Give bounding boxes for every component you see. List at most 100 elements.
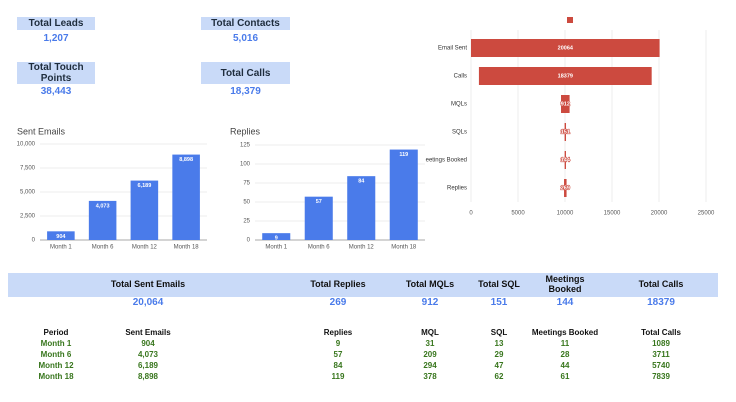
bar <box>88 200 117 240</box>
summary-label: Meetings Booked <box>545 274 585 294</box>
summary-value: 18379 <box>647 297 675 308</box>
y-tick-label: 5,000 <box>20 190 36 196</box>
y-tick-label: SQLs <box>452 130 467 136</box>
y-tick-label: Email Sent <box>438 46 467 52</box>
y-tick-label: eetings Booked <box>426 158 467 164</box>
bar <box>347 176 376 240</box>
table-cell: 4,073 <box>137 350 159 359</box>
bar <box>304 196 333 240</box>
table-cell: 57 <box>333 350 343 359</box>
value-label: 4,073 <box>96 203 110 209</box>
x-tick-label: Month 6 <box>308 245 330 251</box>
table-cell: Month 6 <box>40 350 72 359</box>
value-label: 8,898 <box>179 157 193 163</box>
x-tick-label: Month 12 <box>132 245 158 251</box>
value-label: 84 <box>358 179 365 185</box>
bar <box>47 231 75 240</box>
x-tick-label: 20000 <box>651 211 668 217</box>
x-tick-label: Month 18 <box>391 245 417 251</box>
bar <box>130 180 159 240</box>
y-tick-label: 2,500 <box>20 214 36 220</box>
value-label: 6,189 <box>137 183 151 189</box>
kpi-label: Total Touch Points <box>17 62 95 84</box>
table-cell: 294 <box>423 361 437 370</box>
y-tick-label: MQLs <box>451 102 467 108</box>
chart-title: Replies <box>230 126 261 136</box>
value-label: 904 <box>56 234 66 240</box>
summary-label: Total Sent Emails <box>110 279 186 290</box>
table-header: Total Calls <box>641 328 681 337</box>
y-tick-label: 125 <box>240 143 251 149</box>
table-cell: 378 <box>423 372 437 381</box>
summary-value: 912 <box>421 297 439 308</box>
x-tick-label: 25000 <box>698 211 715 217</box>
kpi-label: Total Calls <box>201 62 290 84</box>
value-label: 18379 <box>558 73 573 79</box>
kpi-label: Total Contacts <box>201 17 290 30</box>
table-header: SQL <box>490 328 508 337</box>
bar <box>389 149 418 240</box>
summary-value: 151 <box>490 297 508 308</box>
table-cell: 29 <box>494 350 504 359</box>
y-tick-label: 25 <box>243 219 250 225</box>
value-label: 151 <box>561 129 570 135</box>
value-label: 57 <box>316 199 322 205</box>
table-header: Meetings Booked <box>531 328 599 337</box>
y-tick-label: 100 <box>240 162 251 168</box>
kpi-value: 5,016 <box>232 33 259 44</box>
table-header: Replies <box>323 328 353 337</box>
y-tick-label: 50 <box>243 200 250 206</box>
table-header: Sent Emails <box>125 328 171 337</box>
y-tick-label: 0 <box>32 238 36 244</box>
kpi-value: 38,443 <box>40 86 72 97</box>
table-cell: 8,898 <box>137 372 159 381</box>
summary-label: Total Replies <box>310 279 366 290</box>
bar <box>262 233 291 240</box>
kpi-label: Total Leads <box>17 17 95 30</box>
value-label: 269 <box>561 185 570 191</box>
table-cell: 44 <box>560 361 570 370</box>
table-cell: Month 18 <box>38 372 74 381</box>
kpi-value: 18,379 <box>230 86 261 97</box>
table-cell: 62 <box>494 372 504 381</box>
table-cell: 84 <box>333 361 343 370</box>
table-cell: 119 <box>331 372 345 381</box>
funnel-bar <box>564 151 566 169</box>
table-cell: 3711 <box>652 350 670 359</box>
y-tick-label: 0 <box>247 238 251 244</box>
table-cell: 7839 <box>652 372 670 381</box>
table-cell: Month 1 <box>40 339 72 348</box>
summary-value: 269 <box>329 297 347 308</box>
table-cell: 13 <box>494 339 504 348</box>
value-label: 20064 <box>558 45 574 51</box>
y-tick-label: 7,500 <box>20 166 36 172</box>
summary-band <box>8 273 718 297</box>
funnel-bar <box>561 95 570 113</box>
table-cell: 904 <box>141 339 155 348</box>
summary-label: Total Calls <box>638 279 684 290</box>
table-cell: 28 <box>560 350 570 359</box>
value-label: 119 <box>399 152 408 158</box>
x-tick-label: Month 18 <box>174 245 200 251</box>
x-tick-label: Month 6 <box>92 245 114 251</box>
funnel-bar <box>478 67 652 85</box>
y-tick-label: Calls <box>454 74 467 80</box>
x-tick-label: Month 12 <box>349 245 375 251</box>
y-tick-label: 10,000 <box>17 142 36 148</box>
x-tick-label: 15000 <box>604 211 621 217</box>
x-tick-label: 0 <box>469 211 473 217</box>
y-tick-label: Replies <box>447 186 467 192</box>
summary-label: Total MQLs <box>405 279 455 290</box>
funnel-bar <box>471 39 660 57</box>
table-cell: 5740 <box>652 361 670 370</box>
value-label: 9 <box>275 236 278 242</box>
table-header: Period <box>43 328 69 337</box>
funnel-bar <box>564 179 567 197</box>
chart-title: Sent Emails <box>17 126 66 136</box>
x-tick-label: Month 1 <box>50 245 72 251</box>
summary-label: Total SQL <box>478 279 520 290</box>
table-cell: 11 <box>560 339 570 348</box>
summary-value: 20,064 <box>132 297 164 308</box>
